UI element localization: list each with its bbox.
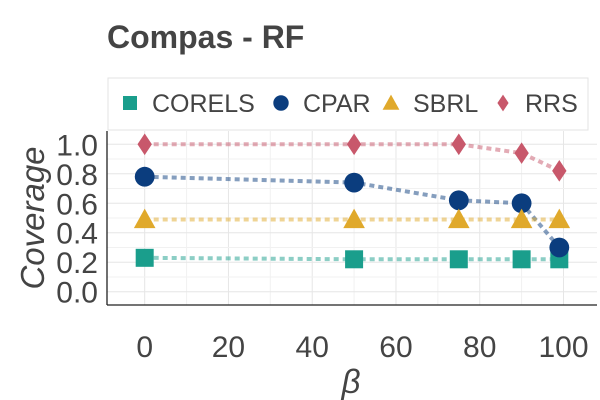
legend-label-rrs: RRS <box>525 90 578 118</box>
data-point-rrs <box>451 133 466 156</box>
y-tick-label: 0.4 <box>56 218 98 251</box>
x-tick-label: 80 <box>463 331 496 364</box>
legend: CORELS CPAR SBRL RRS <box>107 77 589 131</box>
data-point-rrs <box>346 133 362 156</box>
y-tick-label: 0.8 <box>56 159 98 192</box>
legend-label-cpar: CPAR <box>303 90 371 118</box>
data-point-cpar <box>134 166 155 187</box>
data-point-corels <box>345 250 364 269</box>
legend-marker-cpar <box>273 95 289 111</box>
x-tick-label: 60 <box>379 331 412 364</box>
legend-marker-sbrl <box>382 94 400 110</box>
data-point-cpar <box>448 190 469 211</box>
data-point-sbrl <box>343 208 365 229</box>
data-point-rrs <box>514 142 529 164</box>
series-line-rrs <box>144 142 561 173</box>
x-tick-label: 40 <box>296 331 329 364</box>
series-line-corels <box>144 255 560 262</box>
y-axis-label: Coverage <box>14 146 51 289</box>
data-point-cpar <box>344 172 364 193</box>
y-tick-label: 0.0 <box>56 277 98 310</box>
data-point-cpar <box>511 193 532 214</box>
legend-marker-corels <box>123 96 137 110</box>
data-point-cpar <box>549 237 570 258</box>
data-point-sbrl <box>447 208 470 229</box>
x-tick-label: 100 <box>538 331 588 364</box>
x-tick-label: 0 <box>136 331 153 364</box>
data-point-rrs <box>137 133 152 156</box>
y-tick-label: 0.6 <box>56 188 98 221</box>
data-point-corels <box>135 248 154 267</box>
legend-marker-rrs <box>497 94 509 112</box>
series-layer <box>133 133 571 269</box>
y-tick-label: 1.0 <box>56 129 98 162</box>
y-tick-label: 0.2 <box>56 247 98 280</box>
data-point-rrs <box>552 160 567 182</box>
legend-box <box>107 77 589 131</box>
data-point-sbrl <box>548 208 571 229</box>
data-point-sbrl <box>133 208 156 229</box>
data-point-corels <box>512 250 531 269</box>
data-point-corels <box>449 250 468 269</box>
tick-labels: 0 20 40 60 80 100 0.00.20.40.60.81.0 <box>56 129 588 364</box>
data-point-sbrl <box>510 208 533 229</box>
axes <box>106 131 597 306</box>
x-tick-label: 20 <box>212 331 245 364</box>
x-axis-label: β <box>341 363 361 400</box>
legend-label-sbrl: SBRL <box>413 90 478 118</box>
legend-label-corels: CORELS <box>152 90 255 118</box>
chart-title: Compas - RF <box>107 19 304 55</box>
